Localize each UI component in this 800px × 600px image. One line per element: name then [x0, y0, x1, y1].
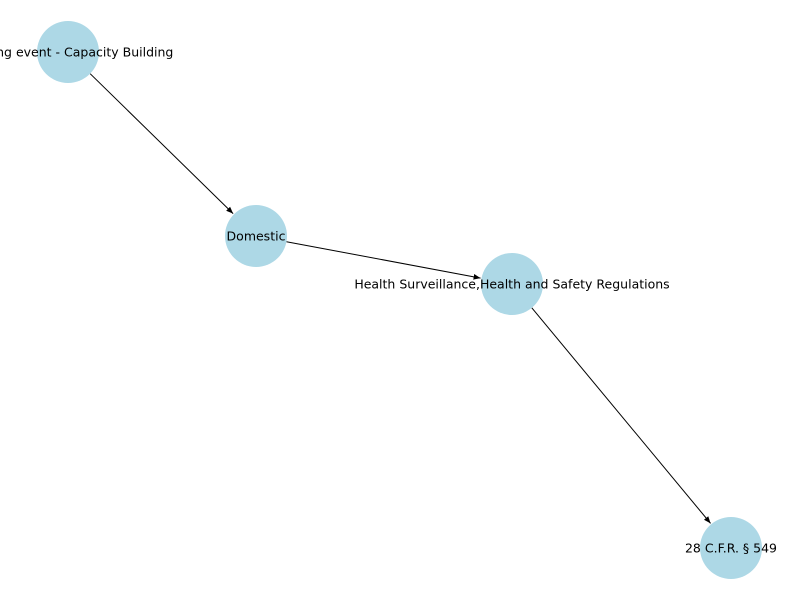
nodes-layer — [37, 21, 762, 579]
node-label-n1: Training event - Capacity Building — [0, 45, 173, 60]
edge-n3-to-n4 — [531, 307, 711, 524]
edge-n1-to-n2 — [89, 73, 234, 214]
graph-node-n3 — [481, 253, 543, 315]
graph-node-n4 — [700, 517, 762, 579]
node-label-n2: Domestic — [227, 229, 286, 244]
graph-node-n1 — [37, 21, 99, 83]
graph-node-n2 — [225, 205, 287, 267]
edge-n2-to-n3 — [286, 241, 481, 280]
node-label-n3: Health Surveillance,Health and Safety Re… — [354, 277, 669, 292]
edges-layer — [89, 73, 711, 524]
labels-layer: Training event - Capacity Building Domest… — [0, 45, 777, 556]
node-label-n4: 28 C.F.R. § 549 — [685, 541, 777, 556]
